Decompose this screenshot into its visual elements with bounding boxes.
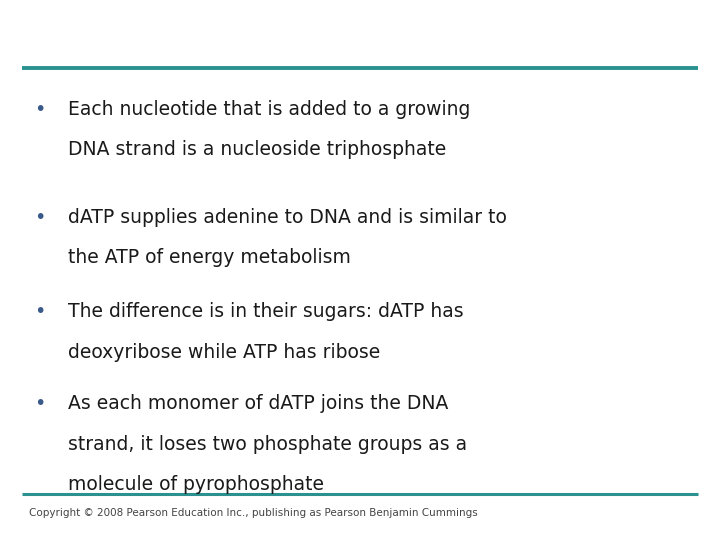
Text: •: • <box>34 302 45 321</box>
Text: DNA strand is a nucleoside triphosphate: DNA strand is a nucleoside triphosphate <box>68 140 446 159</box>
Text: •: • <box>34 208 45 227</box>
Text: •: • <box>34 100 45 119</box>
Text: •: • <box>34 394 45 413</box>
Text: The difference is in their sugars: dATP has: The difference is in their sugars: dATP … <box>68 302 464 321</box>
Text: Each nucleotide that is added to a growing: Each nucleotide that is added to a growi… <box>68 100 471 119</box>
Text: dATP supplies adenine to DNA and is similar to: dATP supplies adenine to DNA and is simi… <box>68 208 508 227</box>
Text: deoxyribose while ATP has ribose: deoxyribose while ATP has ribose <box>68 343 381 362</box>
Text: the ATP of energy metabolism: the ATP of energy metabolism <box>68 248 351 267</box>
Text: Copyright © 2008 Pearson Education Inc., publishing as Pearson Benjamin Cummings: Copyright © 2008 Pearson Education Inc.,… <box>29 508 477 518</box>
Text: As each monomer of dATP joins the DNA: As each monomer of dATP joins the DNA <box>68 394 449 413</box>
Text: molecule of pyrophosphate: molecule of pyrophosphate <box>68 475 325 494</box>
Text: strand, it loses two phosphate groups as a: strand, it loses two phosphate groups as… <box>68 435 467 454</box>
